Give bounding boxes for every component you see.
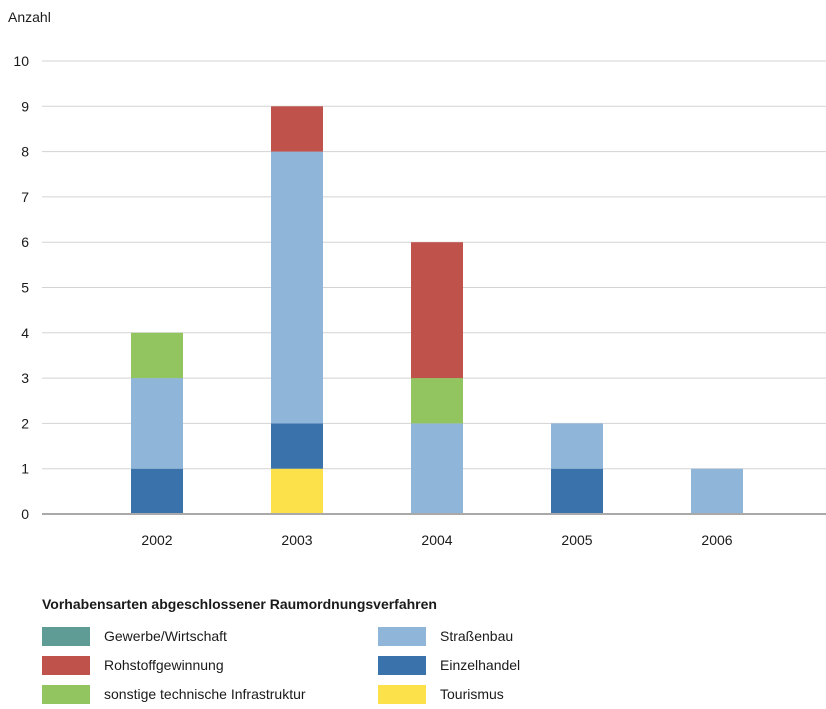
bars: [131, 106, 743, 514]
y-tick-label: 6: [21, 234, 29, 250]
legend-item: Tourismus: [378, 683, 602, 705]
legend-swatch: [42, 626, 90, 646]
legend-label: Tourismus: [440, 686, 504, 702]
y-tick-label: 4: [21, 325, 29, 341]
legend-title: Vorhabensarten abgeschlossener Raumordnu…: [42, 596, 437, 612]
y-tick-label: 0: [21, 506, 29, 522]
bar-segment: [551, 423, 603, 469]
y-tick-label: 7: [21, 189, 29, 205]
bar-segment: [411, 423, 463, 514]
legend-item: Rohstoffgewinnung: [42, 654, 378, 676]
legend-label: Einzelhandel: [440, 657, 521, 673]
legend-item: Straßenbau: [378, 625, 602, 647]
bar-segment: [271, 468, 323, 514]
bar-segment: [271, 423, 323, 469]
bar-segment: [131, 378, 183, 469]
y-tick-label: 9: [21, 98, 29, 114]
legend-item: Gewerbe/Wirtschaft: [42, 625, 378, 647]
legend-label: Gewerbe/Wirtschaft: [104, 628, 227, 644]
legend-swatch: [42, 655, 90, 675]
legend-item: sonstige technische Infrastruktur: [42, 683, 378, 705]
bar-segment: [131, 468, 183, 514]
x-tick-label: 2004: [421, 532, 452, 548]
x-tick-label: 2002: [141, 532, 172, 548]
legend-swatch: [42, 684, 90, 704]
x-tick-label: 2003: [281, 532, 312, 548]
stacked-bar-chart: Anzahl 0 1 2 3 4 5 6 7 8 9 10 2002 2003 2004 2005 2006: [8, 9, 826, 548]
bar-segment: [691, 468, 743, 514]
x-tick-label: 2005: [561, 532, 592, 548]
bar-segment: [411, 378, 463, 424]
bar-segment: [131, 332, 183, 379]
x-tick-labels: 2002 2003 2004 2005 2006: [141, 532, 732, 548]
y-tick-label: 1: [21, 461, 29, 477]
y-tick-label: 8: [21, 144, 29, 160]
legend-item: Einzelhandel: [378, 654, 602, 676]
y-tick-labels: 0 1 2 3 4 5 6 7 8 9 10: [13, 53, 29, 522]
y-tick-label: 10: [13, 53, 29, 69]
legend-label: Rohstoffgewinnung: [104, 657, 224, 673]
bar-segment: [411, 242, 463, 379]
y-tick-label: 3: [21, 370, 29, 386]
y-axis-label: Anzahl: [8, 9, 51, 25]
x-tick-label: 2006: [701, 532, 732, 548]
y-tick-label: 2: [21, 415, 29, 431]
legend: Gewerbe/Wirtschaft Straßenbau Rohstoffgewi…: [42, 625, 602, 705]
bar-segment: [271, 106, 323, 152]
legend-swatch: [378, 684, 426, 704]
bar-segment: [271, 151, 323, 424]
y-tick-label: 5: [21, 280, 29, 296]
legend-label: Straßenbau: [440, 628, 514, 644]
legend-swatch: [378, 626, 426, 646]
bar-segment: [551, 468, 603, 514]
legend-label: sonstige technische Infrastruktur: [104, 686, 306, 702]
legend-swatch: [378, 655, 426, 675]
